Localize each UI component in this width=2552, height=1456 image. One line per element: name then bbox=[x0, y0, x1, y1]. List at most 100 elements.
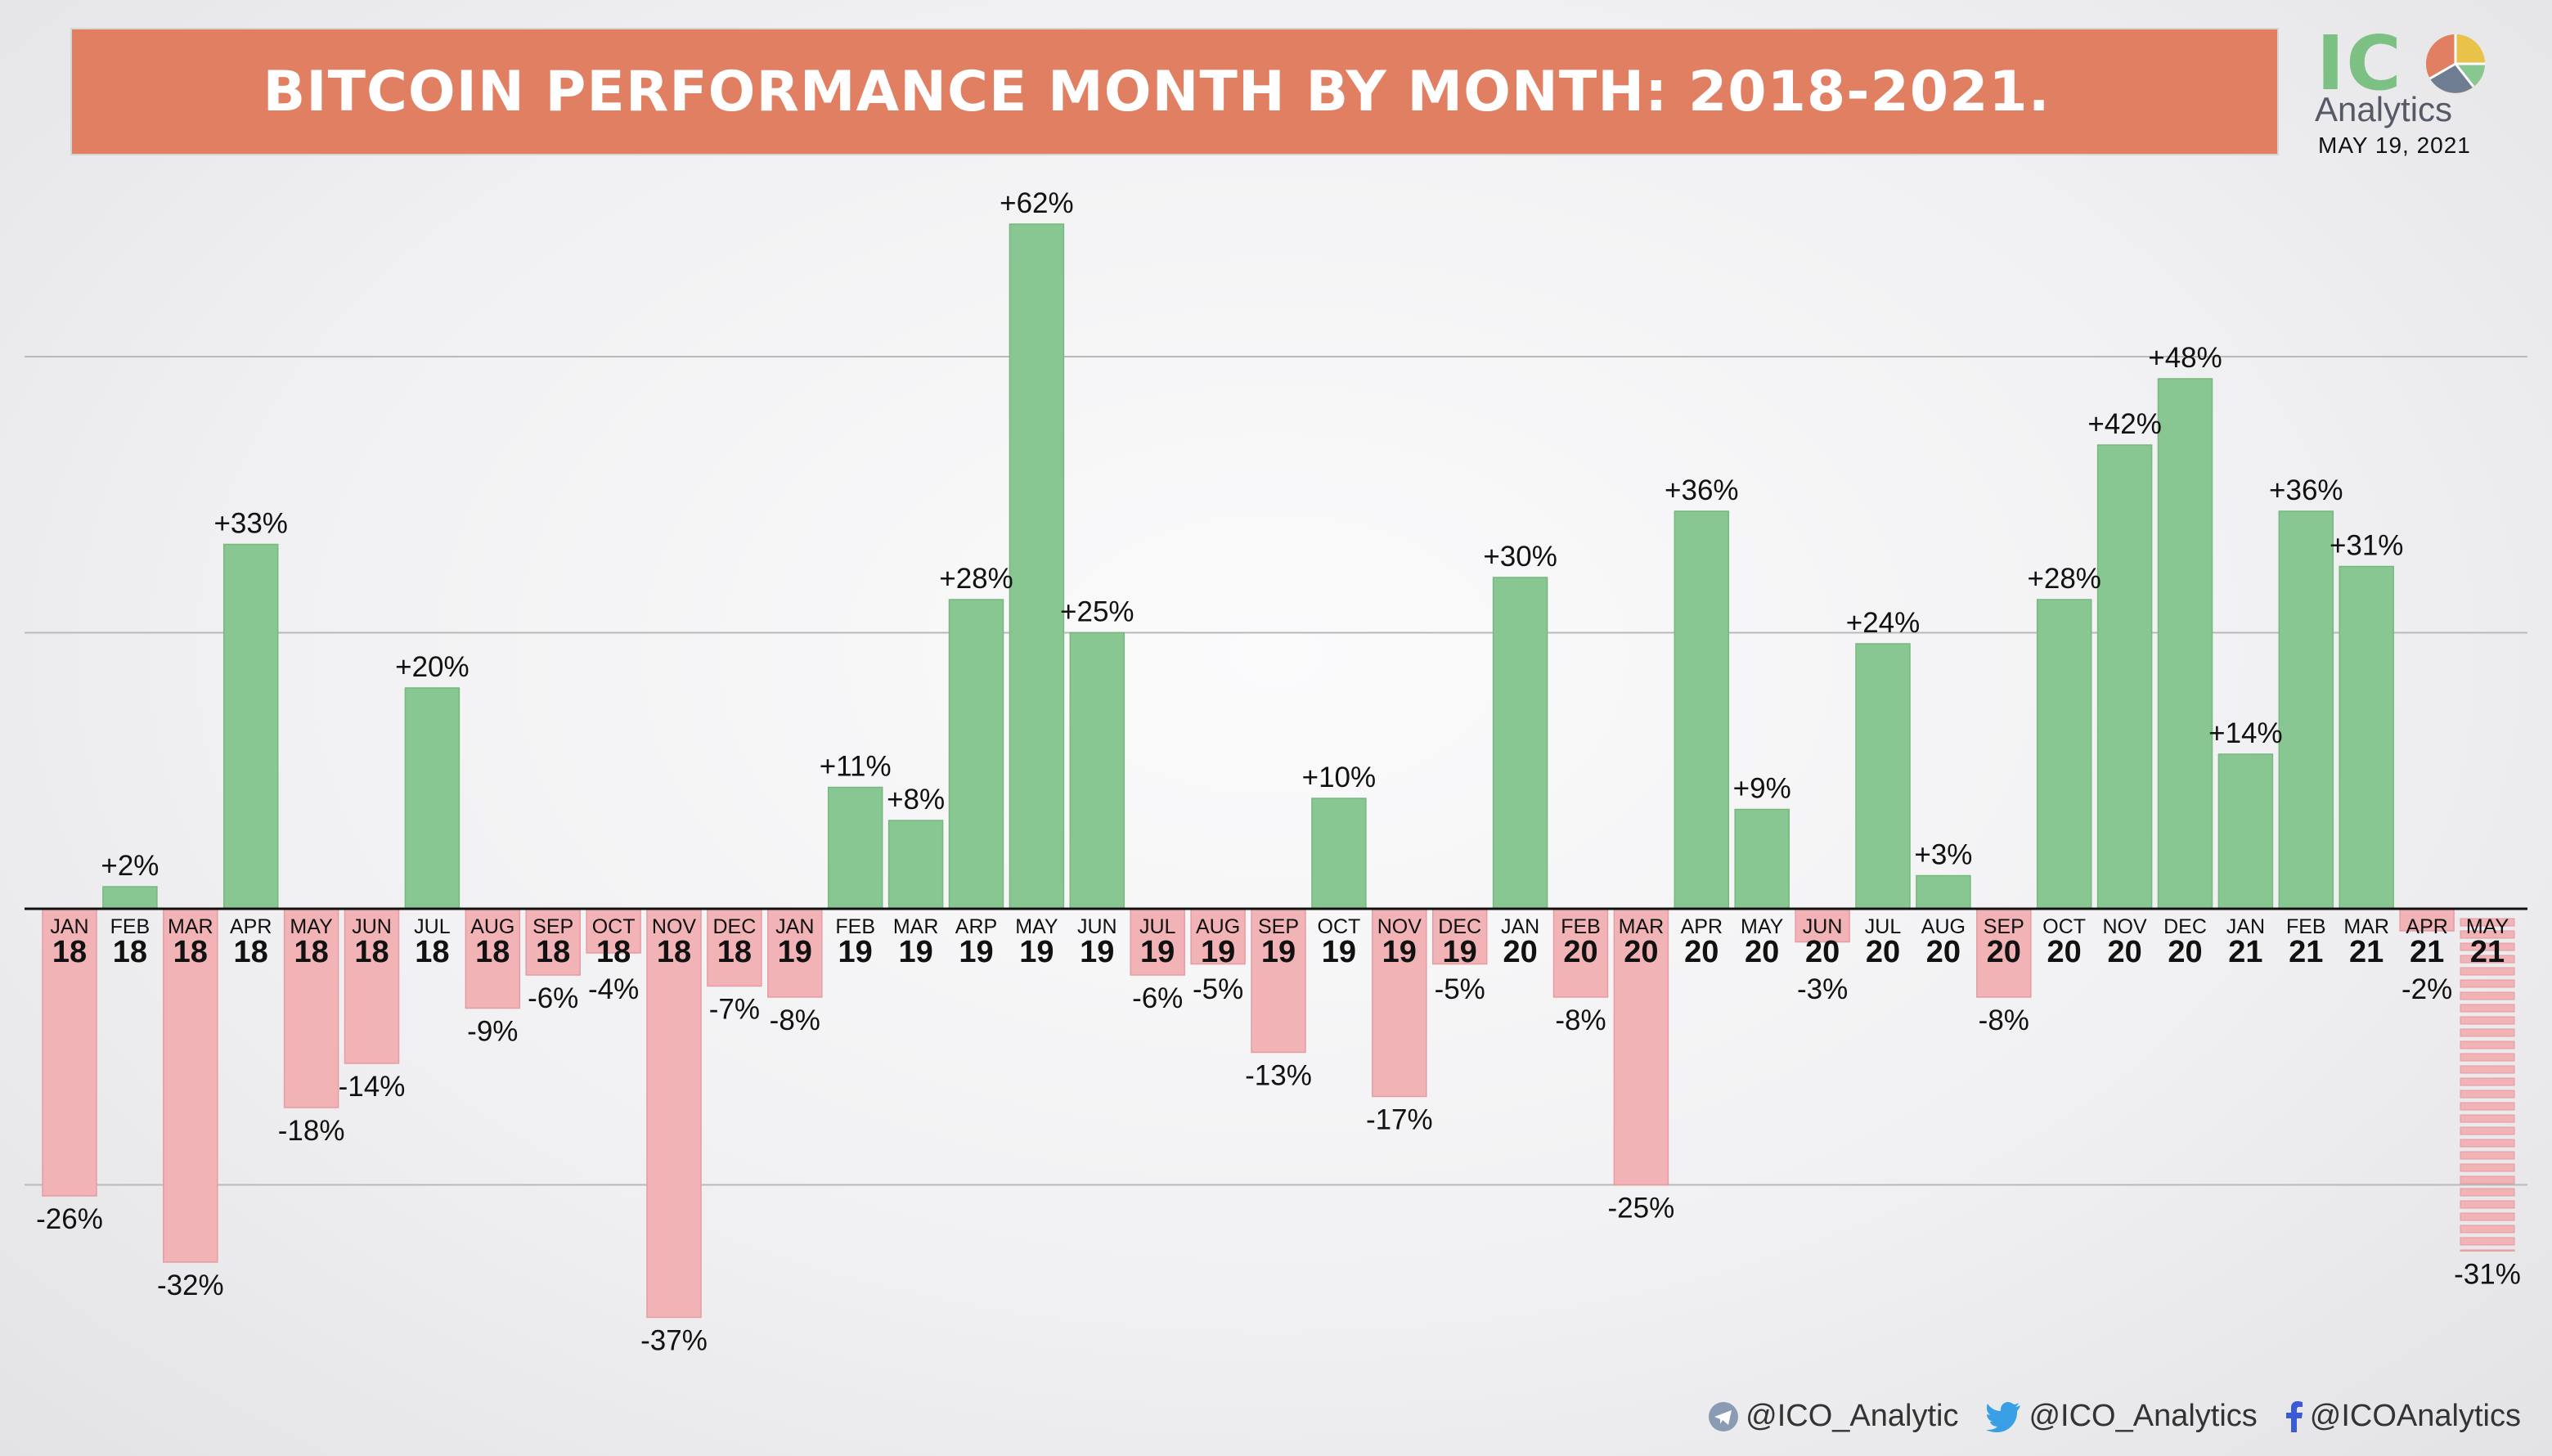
bar-positive bbox=[1492, 577, 1548, 910]
bar-stripe bbox=[2460, 1200, 2515, 1209]
year-label: 21 bbox=[2289, 935, 2323, 969]
year-label: 20 bbox=[1503, 935, 1537, 969]
month-label: FEB bbox=[835, 915, 875, 938]
bar-stripe bbox=[2460, 1225, 2515, 1234]
month-label: AUG bbox=[1196, 915, 1240, 938]
month-label: DEC bbox=[713, 915, 757, 938]
facebook-handle: @ICOAnalytics bbox=[2309, 1399, 2521, 1433]
year-label: 20 bbox=[1684, 935, 1719, 969]
year-label: 18 bbox=[294, 935, 328, 969]
twitter-link[interactable]: @ICO_Analytics bbox=[1986, 1399, 2258, 1434]
month-label: SEP bbox=[1258, 915, 1299, 938]
month-label: DEC bbox=[1438, 915, 1481, 938]
year-label: 20 bbox=[1563, 935, 1597, 969]
year-label: 18 bbox=[52, 935, 87, 969]
month-label: AUG bbox=[470, 915, 514, 938]
month-label: JUN bbox=[1803, 915, 1843, 938]
year-label: 18 bbox=[354, 935, 389, 969]
month-label: FEB bbox=[2286, 915, 2326, 938]
bar-stripe bbox=[2460, 955, 2515, 964]
bar-stripe bbox=[2460, 930, 2515, 939]
month-label: NOV bbox=[2103, 915, 2148, 938]
bar-negative bbox=[707, 908, 762, 987]
twitter-icon bbox=[1986, 1401, 2021, 1432]
bar-positive bbox=[1311, 798, 1367, 910]
bar-positive bbox=[1009, 223, 1065, 910]
value-label: -32% bbox=[157, 1270, 224, 1301]
bar-positive bbox=[948, 599, 1004, 910]
title-banner: BITCOIN PERFORMANCE MONTH BY MONTH: 2018… bbox=[70, 28, 2279, 155]
bar-stripe bbox=[2460, 1028, 2515, 1037]
bar-stripe bbox=[2460, 1188, 2515, 1197]
value-label: +36% bbox=[2269, 474, 2343, 506]
bar-negative bbox=[42, 908, 97, 1197]
month-label: JUN bbox=[1077, 915, 1117, 938]
bar-positive bbox=[222, 543, 279, 910]
month-label: APR bbox=[1681, 915, 1723, 938]
bar-positive bbox=[1069, 631, 1125, 910]
month-label: JAN bbox=[775, 915, 814, 938]
value-label: +30% bbox=[1483, 541, 1557, 573]
bar-positive bbox=[2157, 378, 2213, 910]
year-label: 19 bbox=[1322, 935, 1356, 969]
bar-stripe bbox=[2460, 1016, 2515, 1025]
bar-in-progress bbox=[2460, 918, 2515, 1252]
year-label: 20 bbox=[2047, 935, 2082, 969]
telegram-handle: @ICO_Analytic bbox=[1746, 1399, 1959, 1433]
value-label: +31% bbox=[2330, 530, 2404, 562]
month-label: JUL bbox=[1865, 915, 1902, 938]
year-label: 19 bbox=[1019, 935, 1054, 969]
value-label: -25% bbox=[1608, 1193, 1675, 1225]
bar-negative bbox=[1795, 908, 1850, 943]
bar-stripe bbox=[2460, 979, 2515, 988]
value-label: -5% bbox=[1435, 973, 1485, 1005]
value-label: -8% bbox=[1979, 1004, 2029, 1036]
bar-stripe bbox=[2460, 1126, 2515, 1135]
pie-logo-icon bbox=[2425, 34, 2485, 93]
bar-negative bbox=[465, 908, 521, 1009]
month-label: AUG bbox=[1921, 915, 1966, 938]
bar-negative bbox=[767, 908, 823, 998]
bar-positive bbox=[404, 687, 461, 910]
month-label: APR bbox=[2406, 915, 2447, 938]
chart-title: BITCOIN PERFORMANCE MONTH BY MONTH: 2018… bbox=[263, 59, 2051, 124]
bar-positive bbox=[887, 820, 944, 910]
year-label: 18 bbox=[717, 935, 752, 969]
bar-positive bbox=[2096, 444, 2153, 910]
bar-negative bbox=[1431, 908, 1488, 965]
value-label: +9% bbox=[1733, 773, 1791, 805]
facebook-link[interactable]: @ICOAnalytics bbox=[2285, 1399, 2521, 1434]
bar-negative bbox=[1190, 908, 1246, 965]
year-label: 19 bbox=[1080, 935, 1114, 969]
bar-stripe bbox=[2460, 942, 2515, 951]
month-label: MAY bbox=[290, 915, 333, 938]
month-label: JUL bbox=[1139, 915, 1176, 938]
bar-stripe bbox=[2460, 1065, 2515, 1074]
year-label: 20 bbox=[2168, 935, 2202, 969]
year-label: 18 bbox=[475, 935, 510, 969]
month-label: NOV bbox=[652, 915, 697, 938]
month-label: MAR bbox=[1619, 915, 1665, 938]
bar-stripe bbox=[2460, 1090, 2515, 1099]
logo-name: Analytics bbox=[2315, 90, 2453, 128]
value-label: +36% bbox=[1665, 474, 1739, 506]
value-label: +28% bbox=[939, 563, 1013, 595]
value-label: +24% bbox=[1846, 607, 1921, 639]
bar-negative bbox=[646, 908, 702, 1319]
month-label: MAR bbox=[168, 915, 213, 938]
value-label: -6% bbox=[1132, 982, 1183, 1014]
year-label: 21 bbox=[2228, 935, 2262, 969]
month-label: OCT bbox=[2042, 915, 2086, 938]
bar-negative bbox=[163, 908, 218, 1263]
value-label: +48% bbox=[2148, 342, 2222, 374]
value-label: -17% bbox=[1366, 1104, 1433, 1136]
report-date: MAY 19, 2021 bbox=[2318, 133, 2471, 158]
month-label: FEB bbox=[110, 915, 151, 938]
social-footer: @ICO_Analytic @ICO_Analytics @ICOAnalyti… bbox=[1708, 1399, 2521, 1434]
month-label: MAY bbox=[1741, 915, 1784, 938]
bar-stripe bbox=[2460, 1040, 2515, 1049]
twitter-handle: @ICO_Analytics bbox=[2029, 1399, 2258, 1433]
bar-positive bbox=[2217, 753, 2274, 910]
telegram-link[interactable]: @ICO_Analytic bbox=[1708, 1399, 1958, 1434]
